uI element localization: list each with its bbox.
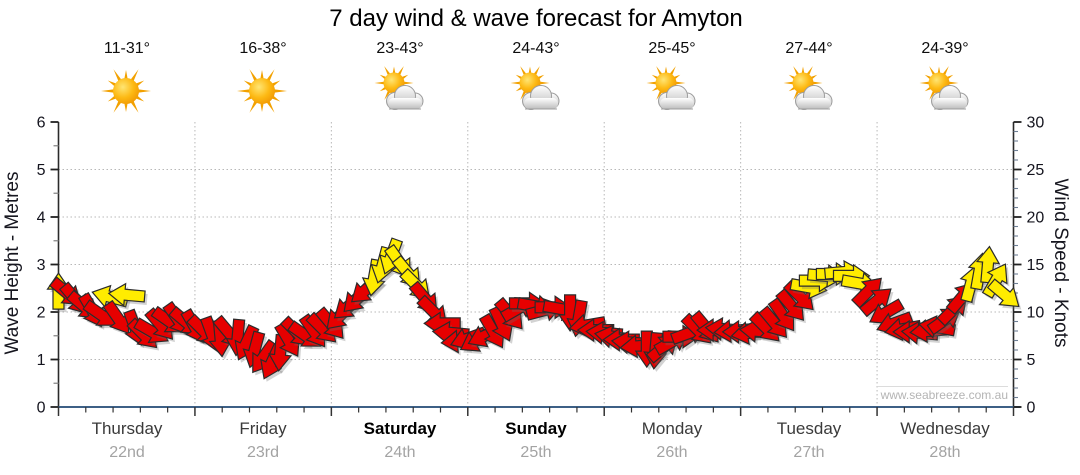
day-name: Wednesday [900, 419, 990, 438]
cloud-shape [795, 85, 833, 110]
sun-cloud-icon [783, 66, 833, 110]
day-date: 28th [929, 444, 961, 461]
day-temp-range: 24-43° [512, 40, 560, 57]
day-date: 23rd [246, 444, 280, 461]
day-name: Friday [239, 419, 287, 438]
wave-axis-tick-label: 1 [37, 352, 46, 369]
wind-axis-title: Wind Speed - Knots [1050, 178, 1071, 348]
wind-arrow [858, 288, 892, 318]
wave-axis-tick-label: 3 [37, 257, 46, 274]
day-temp-range: 11-31° [103, 40, 151, 57]
cloud-shape [386, 85, 424, 110]
wind-axis-tick-label: 10 [1027, 305, 1045, 322]
cloud-shape [931, 85, 969, 110]
day-name: Sunday [505, 419, 567, 438]
wind-axis-tick-label: 15 [1027, 257, 1045, 274]
wave-axis-tick-label: 0 [37, 400, 46, 417]
sun-cloud-icon [510, 66, 560, 110]
wind-axis-tick-label: 25 [1027, 162, 1045, 179]
day-temp-range: 25-45° [648, 40, 696, 57]
weather-icon [195, 63, 331, 117]
day-name: Tuesday [776, 419, 842, 438]
wind-arrow [107, 282, 146, 307]
day-date: 27th [793, 444, 825, 461]
day-temp-range: 24-39° [921, 40, 969, 57]
day-date: 24th [384, 444, 416, 461]
sun-icon [237, 69, 287, 113]
sun-icon [101, 69, 151, 113]
cloud-shape [658, 85, 696, 110]
cloud-shape [522, 85, 560, 110]
day-date: 22nd [109, 444, 145, 461]
weather-icon [604, 63, 740, 117]
page-title: 7 day wind & wave forecast for Amyton [329, 5, 743, 32]
wave-axis-tick-label: 4 [37, 210, 46, 227]
wave-axis-tick-label: 5 [37, 162, 46, 179]
day-date: 26th [656, 444, 688, 461]
wind-axis-tick-label: 5 [1027, 352, 1036, 369]
wind-arrow [986, 278, 1020, 308]
wave-axis-tick-label: 2 [37, 305, 46, 322]
day-temp-range: 27-44° [785, 40, 833, 57]
wave-axis-title: Wave Height - Metres [2, 171, 23, 355]
day-name: Saturday [363, 419, 437, 438]
wind-axis-tick-label: 20 [1027, 210, 1045, 227]
wind-axis-tick-label: 0 [1027, 400, 1036, 417]
weather-icon [741, 63, 877, 117]
day-temp-range: 16-38° [239, 40, 287, 57]
sun-cloud-icon [646, 66, 696, 110]
day-name: Monday [641, 419, 703, 438]
sun-cloud-icon [374, 66, 424, 110]
day-date: 25th [520, 444, 552, 461]
weather-icon [332, 63, 468, 117]
watermark: www.seabreeze.com.au [878, 386, 1008, 407]
wave-axis-tick-label: 6 [37, 115, 46, 132]
weather-icon [468, 63, 604, 117]
weather-icon [877, 63, 1013, 117]
sun-cloud-icon [919, 66, 969, 110]
day-name: Thursday [91, 419, 163, 438]
day-temp-range: 23-43° [376, 40, 424, 57]
wind-axis-tick-label: 30 [1027, 115, 1045, 132]
weather-icon [59, 63, 195, 117]
